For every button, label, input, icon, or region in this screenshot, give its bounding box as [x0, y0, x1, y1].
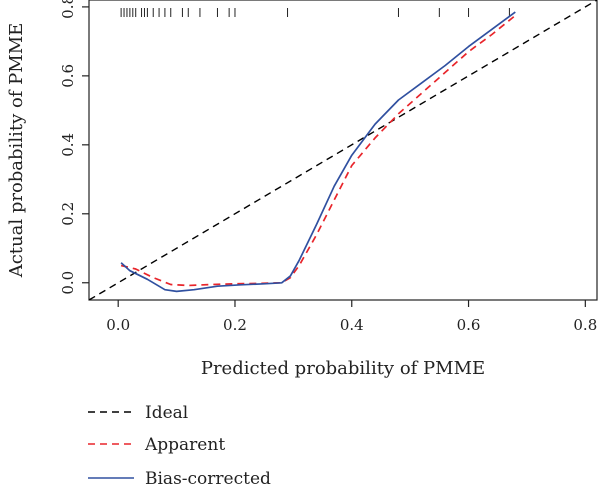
x-tick-label: 0.2	[223, 316, 247, 334]
y-axis-title: Actual probability of PMME	[6, 23, 27, 279]
x-tick-label: 0.6	[457, 316, 481, 334]
legend-label-apparent: Apparent	[144, 435, 225, 455]
series-line-apparent	[120, 14, 516, 287]
x-tick-label: 0.8	[573, 316, 597, 334]
y-axis: 0.0 0.2 0.4 0.6 0.8	[59, 0, 89, 295]
legend-label-bias-corrected: Bias-corrected	[145, 469, 271, 489]
y-tick-label: 0.4	[59, 133, 77, 157]
legend: Ideal Apparent Bias-corrected	[88, 403, 271, 489]
legend-label-ideal: Ideal	[145, 403, 188, 423]
rug-marks	[120, 8, 510, 17]
x-tick-label: 0.0	[106, 316, 130, 334]
x-axis: 0.0 0.2 0.4 0.6 0.8	[106, 300, 597, 334]
series-line-bias-corrected	[120, 11, 516, 293]
y-tick-label: 0.0	[59, 271, 77, 295]
x-tick-label: 0.4	[340, 316, 364, 334]
series-lines	[89, 0, 597, 300]
x-axis-title: Predicted probability of PMME	[201, 358, 485, 379]
y-tick-label: 0.6	[59, 64, 77, 88]
plot-frame	[88, 0, 598, 301]
y-tick-label: 0.2	[59, 202, 77, 226]
series-line-ideal	[89, 0, 597, 300]
y-tick-label: 0.8	[59, 0, 77, 19]
